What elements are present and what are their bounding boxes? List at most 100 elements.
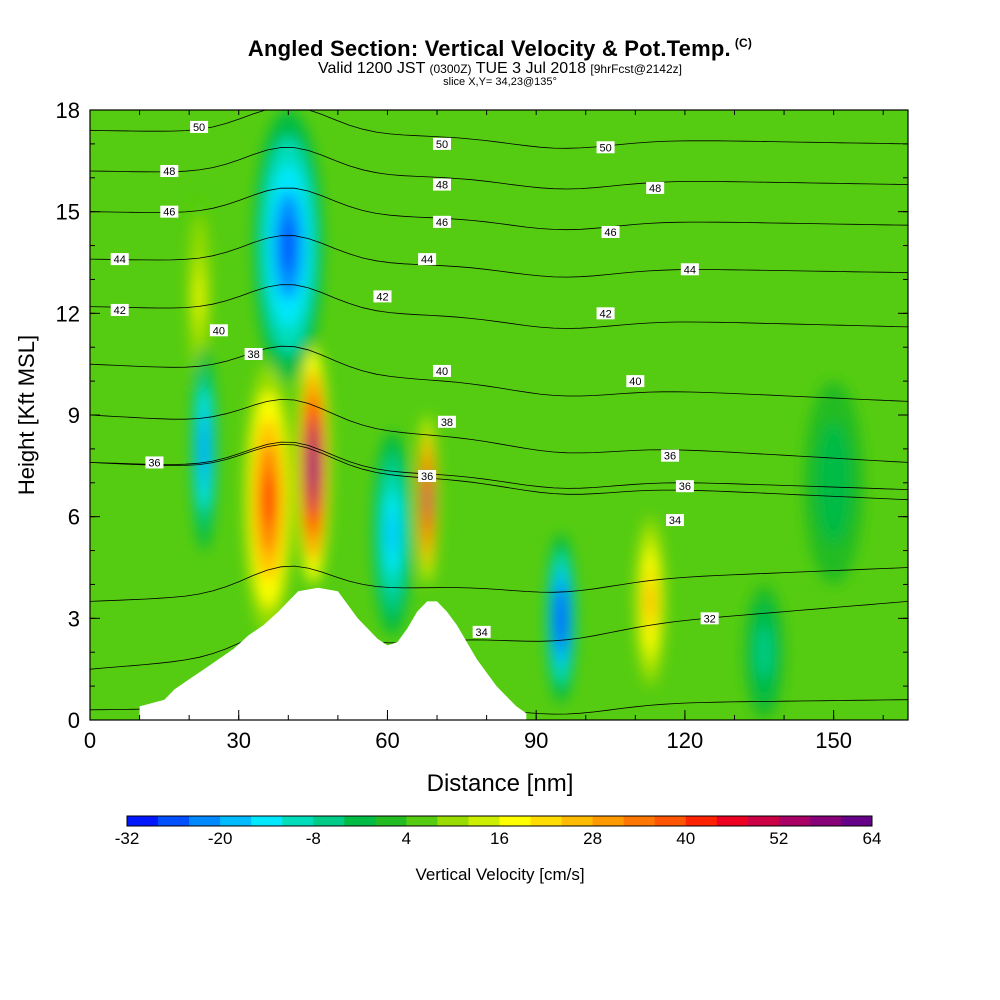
theta-contour-label-24: 50 [190,120,209,134]
theta-contour-label-10: 40 [432,364,451,378]
colorbar-tick-7: 52 [769,829,788,848]
y-axis-label: Height [Kft MSL] [14,335,39,495]
subtitle-valid: Valid 1200 JST [318,60,426,77]
y-tick-label-1: 3 [68,606,80,631]
colorbar-swatch-17 [654,816,687,826]
colorbar-tick-2: -8 [306,829,321,848]
theta-contour-label-25: 50 [432,137,451,151]
colorbar-tick-1: -20 [208,829,233,848]
terrain [139,587,527,720]
velocity-cell-0-ring-4 [309,442,317,490]
theta-contour-line-8 [90,235,908,278]
title-mark: (C) [734,36,753,50]
colorbar-swatch-19 [716,816,749,826]
theta-label-text-4: 36 [421,471,433,483]
x-tick-label-1: 30 [226,728,250,753]
theta-contour-label-16: 44 [418,253,437,266]
colorbar-swatch-22 [809,816,842,826]
theta-contour-label-11: 40 [626,375,645,388]
colorbar-swatch-0 [127,816,159,826]
colorbar-tick-5: 28 [583,829,602,848]
theta-contour-line-5 [90,398,908,463]
theta-contour-label-7: 38 [244,348,263,361]
theta-contour-label-8: 38 [437,415,456,429]
y-tick-label-5: 15 [56,200,80,225]
x-tick-label-0: 0 [84,728,96,753]
theta-contour-label-14: 42 [596,307,615,320]
colorbar-tick-3: 4 [402,829,411,848]
colorbar-swatch-7 [344,816,376,826]
velocity-cell-9-ring-4 [760,638,769,666]
colorbar-swatch-6 [313,816,345,826]
theta-contour-label-20: 46 [601,226,620,239]
colorbar-swatch-23 [840,816,873,826]
colorbar-swatch-9 [406,816,438,826]
terrain-shape [139,587,527,720]
theta-contour-label-13: 42 [373,290,392,303]
theta-label-text-16: 44 [421,254,433,266]
theta-label-text-8: 38 [441,417,453,429]
theta-contour-label-3: 36 [145,456,164,469]
theta-contour-label-18: 46 [160,205,179,219]
theta-contour-line-9 [90,187,908,231]
velocity-cell-2-ring-4 [425,482,430,517]
theta-label-text-15: 44 [114,254,126,266]
x-axis-label: Distance [nm] [427,770,574,797]
velocity-cell-6-ring-4 [201,428,207,470]
colorbar-tick-0: -32 [115,829,140,848]
colorbar-swatch-2 [189,816,221,826]
colorbar: -32 -20 -8 4 16 28 40 52 64 [115,815,881,848]
colorbar-frame [126,815,873,827]
subtitle-zulu: (0300Z) [429,62,472,76]
velocity-cell-1-ring-4 [263,472,274,527]
theta-label-text-23: 48 [649,183,661,195]
theta-label-text-1: 34 [476,627,488,639]
colorbar-label: Vertical Velocity [cm/s] [415,865,584,884]
y-tick-label-6: 18 [56,98,80,123]
theta-label-text-25: 50 [436,139,448,151]
theta-contour-label-4: 36 [418,470,437,483]
colorbar-swatch-20 [747,816,780,826]
theta-label-text-17: 44 [684,264,696,276]
theta-contours: 32 34 34 36 36 36 36 38 38 40 40 40 42 42 42 44 44 44 46 46… [90,110,908,715]
colorbar-swatch-1 [158,816,190,826]
theta-contour-label-23: 48 [646,181,665,195]
theta-label-text-21: 48 [163,166,175,178]
x-tick-label-5: 150 [815,728,852,753]
theta-label-text-19: 46 [436,217,448,229]
colorbar-swatch-21 [778,816,811,826]
theta-label-text-2: 34 [669,515,681,527]
theta-contour-label-17: 44 [680,263,699,276]
theta-contour-label-6: 36 [675,480,694,493]
velocity-cell-8-ring-4 [557,601,564,636]
theta-contour-line-4 [90,441,908,490]
theta-label-text-20: 46 [604,227,616,239]
theta-contour-label-5: 36 [661,449,680,463]
theta-contour-line-3 [90,444,908,501]
theta-contour-line-1 [90,601,908,670]
theta-label-text-13: 42 [376,291,388,303]
theta-label-text-10: 40 [436,366,448,378]
theta-contour-label-2: 34 [665,514,684,527]
theta-label-text-11: 40 [629,376,641,388]
theta-label-text-24: 50 [193,122,205,134]
theta-contour-label-1: 34 [472,625,491,639]
theta-contour-label-15: 44 [110,253,129,266]
velocity-cell-3-ring-4 [647,584,654,619]
theta-label-text-9: 40 [213,325,225,337]
x-tick-label-3: 90 [524,728,548,753]
theta-label-text-12: 42 [114,305,126,317]
theta-contour-line-11 [90,110,908,149]
theta-contour-label-19: 46 [432,215,451,229]
y-tick-label-2: 6 [68,505,80,530]
theta-label-text-22: 48 [436,180,448,192]
x-tick-label-2: 60 [375,728,399,753]
theta-label-text-3: 36 [148,457,160,469]
theta-contour-label-9: 40 [209,324,228,337]
theta-contour-label-21: 48 [160,165,179,178]
velocity-cell-5-ring-4 [281,218,296,273]
theta-contour-line-2 [90,565,908,602]
theta-label-text-0: 32 [704,613,716,625]
